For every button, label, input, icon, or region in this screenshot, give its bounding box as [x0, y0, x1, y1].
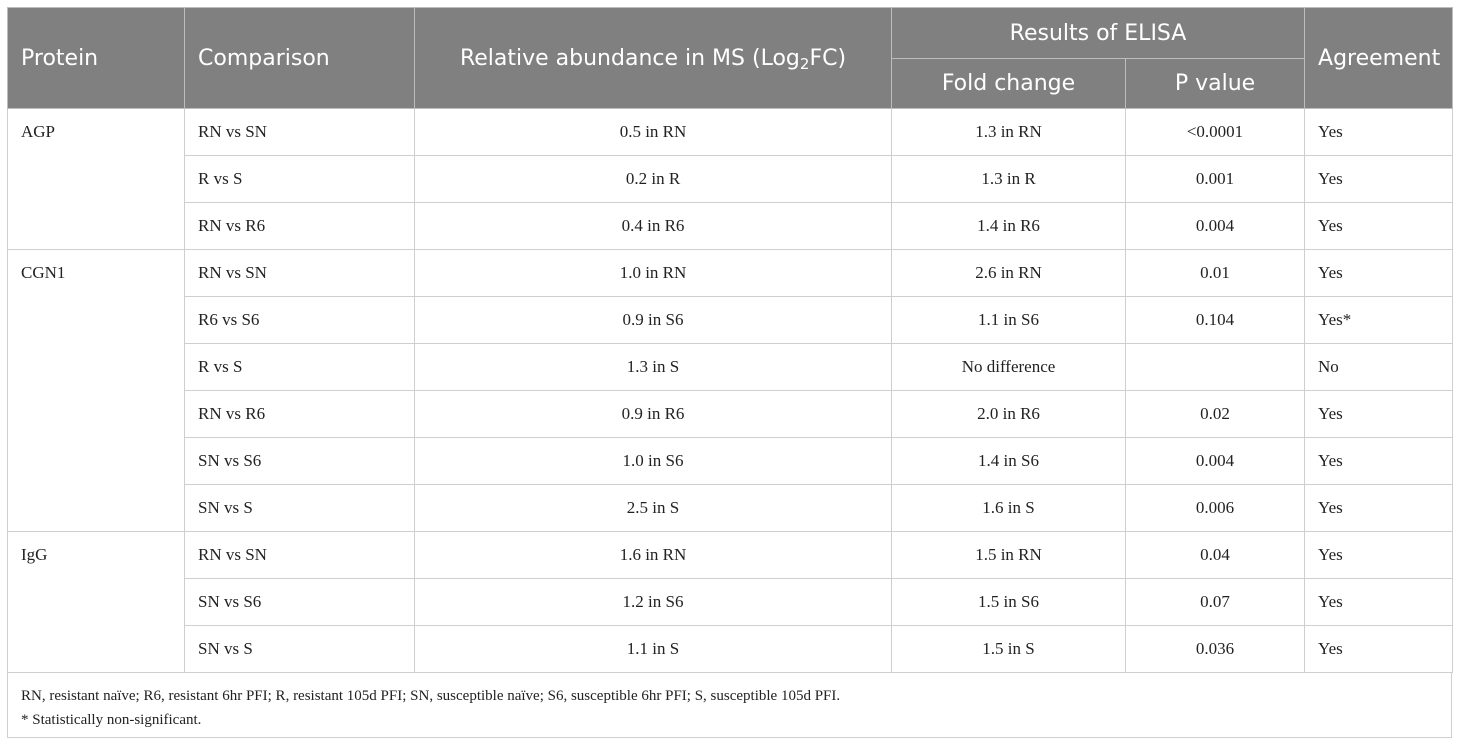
cell-comparison: SN vs S6 — [184, 437, 415, 485]
footnote-abbreviations: RN, resistant naïve; R6, resistant 6hr P… — [21, 688, 841, 704]
cell-agreement: Yes* — [1304, 296, 1454, 344]
table-row: R vs S 0.2 in R 1.3 in R 0.001 Yes — [8, 155, 1454, 203]
results-table-container: Protein Comparison Relative abundance in… — [7, 7, 1454, 738]
cell-fold-change: No difference — [891, 343, 1126, 391]
cell-agreement: Yes — [1304, 155, 1454, 203]
table-row: CGN1 RN vs SN 1.0 in RN 2.6 in RN 0.01 Yes — [7, 249, 1454, 532]
cell-comparison: SN vs S — [184, 625, 415, 673]
cell-p-value: 0.006 — [1124, 484, 1306, 532]
cell-p-value: 0.02 — [1124, 390, 1306, 438]
header-fold-change: Fold change — [891, 58, 1126, 109]
cell-comparison: RN vs R6 — [184, 202, 415, 250]
cell-relative-abundance: 0.4 in R6 — [414, 202, 892, 250]
cell-relative-abundance: 1.6 in RN — [414, 531, 892, 579]
cell-relative-abundance: 1.2 in S6 — [414, 578, 892, 626]
table-row: RN vs R6 0.9 in R6 2.0 in R6 0.02 Yes — [8, 390, 1454, 438]
cell-fold-change: 1.4 in S6 — [891, 437, 1126, 485]
cell-comparison: RN vs SN — [184, 531, 415, 579]
cell-agreement: Yes — [1304, 578, 1454, 626]
cell-agreement: No — [1304, 343, 1454, 391]
table-row: AGP RN vs SN 0.5 in RN 1.3 in RN <0.0001 Yes — [7, 108, 1454, 250]
cell-p-value: 0.004 — [1124, 437, 1306, 485]
cell-fold-change: 2.6 in RN — [891, 249, 1126, 297]
cell-agreement: Yes — [1304, 390, 1454, 438]
cell-relative-abundance: 1.3 in S — [414, 343, 892, 391]
cell-agreement: Yes — [1304, 625, 1454, 673]
header-p-value: P value — [1124, 58, 1306, 109]
cell-fold-change: 2.0 in R6 — [891, 390, 1126, 438]
cell-p-value: 0.104 — [1124, 296, 1306, 344]
cell-comparison: R vs S — [184, 155, 415, 203]
cell-relative-abundance: 0.2 in R — [414, 155, 892, 203]
cell-comparison: SN vs S6 — [184, 578, 415, 626]
header-protein: Protein — [7, 7, 185, 109]
cell-comparison: SN vs S — [184, 484, 415, 532]
cell-p-value — [1124, 343, 1306, 391]
cell-comparison: RN vs R6 — [184, 390, 415, 438]
cell-protein: AGP — [7, 108, 185, 250]
table-row: SN vs S6 1.2 in S6 1.5 in S6 0.07 Yes — [8, 578, 1454, 626]
cell-p-value: 0.001 — [1124, 155, 1306, 203]
header-relative-abundance-suffix: FC) — [809, 45, 847, 71]
header-agreement: Agreement — [1304, 7, 1454, 109]
cell-relative-abundance: 2.5 in S — [414, 484, 892, 532]
cell-fold-change: 1.3 in R — [891, 155, 1126, 203]
cell-agreement: Yes — [1304, 484, 1454, 532]
cell-protein: IgG — [7, 531, 185, 673]
table-row: RN vs R6 0.4 in R6 1.4 in R6 0.004 Yes — [8, 202, 1454, 250]
cell-relative-abundance: 1.1 in S — [414, 625, 892, 673]
header-relative-abundance: Relative abundance in MS (Log2FC) — [414, 7, 892, 109]
cell-fold-change: 1.6 in S — [891, 484, 1126, 532]
cell-agreement: Yes — [1304, 202, 1454, 250]
cell-protein: CGN1 — [7, 249, 185, 532]
cell-relative-abundance: 0.9 in R6 — [414, 390, 892, 438]
cell-p-value: 0.07 — [1124, 578, 1306, 626]
cell-comparison: RN vs SN — [184, 249, 415, 297]
header-relative-abundance-subscript: 2 — [799, 54, 810, 73]
table-row: SN vs S 2.5 in S 1.6 in S 0.006 Yes — [8, 484, 1454, 532]
cell-agreement: Yes — [1304, 249, 1454, 297]
cell-agreement: Yes — [1304, 531, 1454, 579]
cell-fold-change: 1.4 in R6 — [891, 202, 1126, 250]
table-row: R vs S 1.3 in S No difference No — [8, 343, 1454, 391]
cell-relative-abundance: 1.0 in RN — [414, 249, 892, 297]
cell-fold-change: 1.5 in S6 — [891, 578, 1126, 626]
cell-fold-change: 1.1 in S6 — [891, 296, 1126, 344]
table-row: SN vs S 1.1 in S 1.5 in S 0.036 Yes — [8, 625, 1454, 673]
cell-p-value: <0.0001 — [1124, 108, 1306, 156]
cell-comparison: R6 vs S6 — [184, 296, 415, 344]
cell-fold-change: 1.5 in S — [891, 625, 1126, 673]
cell-comparison: RN vs SN — [184, 108, 415, 156]
cell-p-value: 0.036 — [1124, 625, 1306, 673]
table-body: AGP RN vs SN 0.5 in RN 1.3 in RN <0.0001 Yes R… — [7, 108, 1454, 673]
cell-fold-change: 1.3 in RN — [891, 108, 1126, 156]
cell-p-value: 0.004 — [1124, 202, 1306, 250]
cell-agreement: Yes — [1304, 437, 1454, 485]
header-elisa-group: Results of ELISA — [890, 7, 1306, 59]
cell-p-value: 0.04 — [1124, 531, 1306, 579]
footnote-asterisk: * Statistically non-significant. — [21, 712, 202, 728]
cell-relative-abundance: 0.9 in S6 — [414, 296, 892, 344]
table-row: R6 vs S6 0.9 in S6 1.1 in S6 0.104 Yes* — [8, 296, 1454, 344]
cell-relative-abundance: 0.5 in RN — [414, 108, 892, 156]
cell-p-value: 0.01 — [1124, 249, 1306, 297]
cell-fold-change: 1.5 in RN — [891, 531, 1126, 579]
table-row: SN vs S6 1.0 in S6 1.4 in S6 0.004 Yes — [8, 437, 1454, 485]
table-header: Protein Comparison Relative abundance in… — [7, 7, 1454, 109]
cell-relative-abundance: 1.0 in S6 — [414, 437, 892, 485]
header-relative-abundance-prefix: Relative abundance in MS (Log — [459, 45, 800, 71]
cell-comparison: R vs S — [184, 343, 415, 391]
cell-agreement: Yes — [1304, 108, 1454, 156]
table-footnotes: RN, resistant naïve; R6, resistant 6hr P… — [7, 673, 1452, 738]
table-row: IgG RN vs SN 1.6 in RN 1.5 in RN 0.04 Yes — [7, 531, 1454, 673]
results-table: Protein Comparison Relative abundance in… — [7, 7, 1454, 673]
header-comparison: Comparison — [184, 7, 415, 109]
